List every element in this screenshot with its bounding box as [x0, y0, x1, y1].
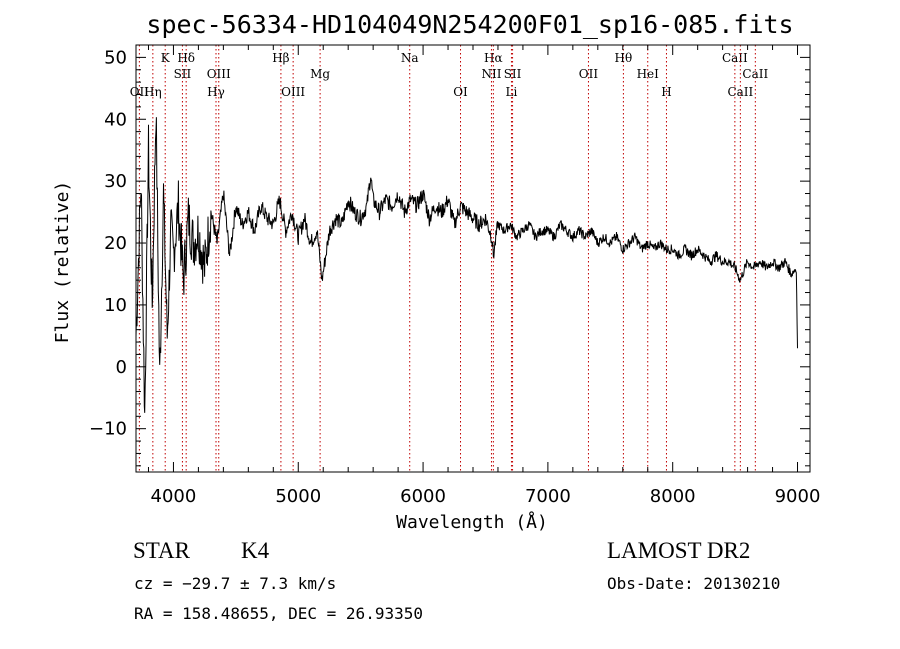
- y-axis-label: Flux (relative): [52, 181, 73, 344]
- y-tick-label: 50: [104, 47, 127, 68]
- x-tick-label: 7000: [525, 486, 571, 507]
- y-tick-label: −10: [89, 419, 127, 440]
- obs-date: Obs-Date: 20130210: [607, 574, 781, 593]
- spectral-line-label: Mg: [310, 67, 330, 81]
- spectral-line-label: Hη: [144, 85, 162, 99]
- spectral-line-label: OII: [130, 85, 150, 99]
- spectral-line-label: OI: [453, 85, 468, 99]
- spectral-subclass: K4: [241, 538, 270, 563]
- spectral-line-label: CaII: [722, 51, 748, 65]
- spectrum-line: [135, 117, 798, 413]
- spectral-line-label: SII: [174, 67, 192, 81]
- y-tick-label: 10: [104, 295, 127, 316]
- spectral-line-label: SII: [504, 67, 522, 81]
- x-tick-label: 5000: [275, 486, 321, 507]
- spectral-line-label: HeI: [637, 67, 660, 81]
- spectrum-series: [135, 117, 798, 413]
- spectral-line-label: Hγ: [207, 85, 225, 99]
- survey-name: LAMOST DR2: [607, 538, 751, 563]
- spectral-line-label: CaII: [742, 67, 768, 81]
- spectral-line-label: Na: [401, 51, 419, 65]
- spectral-line-label: K: [161, 51, 171, 65]
- x-tick-label: 8000: [650, 486, 696, 507]
- x-tick-label: 4000: [151, 486, 197, 507]
- y-tick-label: 40: [104, 109, 127, 130]
- coordinates: RA = 158.48655, DEC = 26.93350: [134, 604, 423, 623]
- chart-title: spec-56334-HD104049N254200F01_sp16-085.f…: [146, 10, 793, 39]
- spectral-line-label: Hθ: [615, 51, 633, 65]
- spectral-line-label: Li: [506, 85, 518, 99]
- spectral-line-label: H: [661, 85, 671, 99]
- spectral-line-label: NII: [481, 67, 501, 81]
- x-tick-label: 6000: [400, 486, 446, 507]
- spectral-line-label: OIII: [281, 85, 305, 99]
- redshift-readout: cz = −29.7 ± 7.3 km/s: [134, 574, 337, 593]
- y-tick-label: 30: [104, 171, 127, 192]
- x-axis-label: Wavelength (Å): [396, 511, 548, 533]
- y-tick-label: 20: [104, 233, 127, 254]
- x-tick-label: 9000: [775, 486, 821, 507]
- object-class: STAR: [133, 538, 190, 563]
- axis-ticks: 4000 5000 6000 7000 8000 9000 −10 0 10 20 30 40 50: [89, 45, 820, 507]
- spectral-line-label: OII: [579, 67, 599, 81]
- y-tick-label: 0: [116, 357, 127, 378]
- spectral-line-label: OIII: [207, 67, 231, 81]
- spectral-line-label: Hδ: [177, 51, 195, 65]
- spectral-line-label: Hα: [484, 51, 503, 65]
- spectral-line-label: Hβ: [272, 51, 289, 65]
- spectral-line-label: CaII: [727, 85, 753, 99]
